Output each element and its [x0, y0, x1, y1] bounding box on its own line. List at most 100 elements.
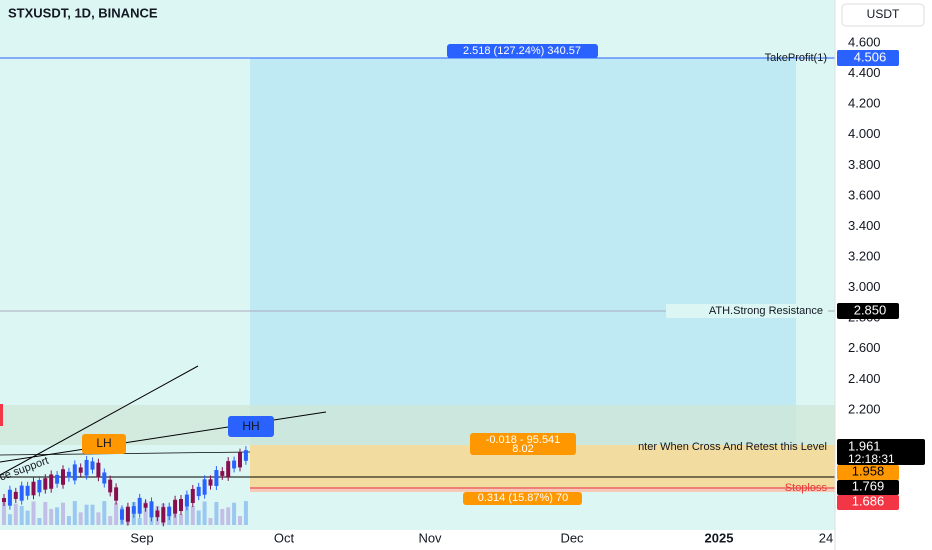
resistance-label: ATH.Strong Resistance	[709, 305, 823, 317]
lh-label: LH	[96, 436, 111, 450]
volume	[37, 518, 42, 525]
candle	[125, 506, 130, 522]
tp-price: 4.506	[854, 49, 887, 64]
stop-box-text: 0.314 (15.87%) 70	[478, 492, 569, 504]
candle	[149, 501, 154, 518]
volume	[13, 503, 18, 525]
last-price: 1.961	[848, 438, 881, 453]
candle	[120, 509, 124, 520]
price-tick: 4.000	[848, 126, 881, 141]
volume	[90, 504, 95, 525]
candle	[102, 472, 107, 484]
hh-label: HH	[242, 419, 259, 433]
entry-box	[470, 433, 576, 455]
tp-box	[447, 44, 598, 58]
time-label: Dec	[560, 530, 584, 545]
currency-label[interactable]: USDT	[867, 7, 900, 21]
volume	[19, 505, 24, 525]
trend-line	[0, 451, 251, 456]
volume	[232, 502, 237, 525]
price-tick: 3.000	[848, 279, 881, 294]
candle	[202, 479, 207, 495]
candle	[214, 470, 219, 486]
low-tag	[837, 495, 899, 510]
price-tick: 3.200	[848, 248, 881, 263]
price-tick: 3.800	[848, 157, 881, 172]
stop-tag	[837, 480, 899, 495]
stoploss-label: Stoploss	[785, 482, 828, 494]
tp-tag	[837, 50, 899, 66]
time-label: Nov	[418, 530, 442, 545]
low-price: 1.686	[852, 493, 885, 508]
volume	[202, 501, 207, 525]
volume	[66, 516, 71, 525]
candle	[84, 459, 89, 476]
candle	[66, 471, 71, 478]
candle	[173, 499, 178, 514]
entry-box-text: -0.018 - 95.541	[486, 434, 561, 446]
last-price-tag	[837, 439, 925, 465]
entry-label: nter When Cross And Retest this Level	[638, 441, 827, 453]
candle	[19, 485, 24, 501]
support-label: ce support	[0, 455, 50, 484]
entry-price: 1.958	[852, 463, 885, 478]
candle	[131, 506, 136, 514]
price-tick: 3.400	[848, 218, 881, 233]
stoploss-price: 1.769	[852, 478, 885, 493]
volume	[196, 510, 201, 525]
candle	[161, 507, 166, 523]
candle	[61, 469, 65, 485]
price-tick: 4.200	[848, 96, 881, 111]
candle	[155, 510, 160, 518]
volume	[72, 501, 77, 525]
time-label: 24	[819, 530, 833, 545]
tp-label: TakeProfit(1)	[765, 52, 827, 64]
entry-box-text: 8.02	[512, 443, 533, 455]
candle	[190, 488, 195, 504]
time-label: Oct	[274, 530, 295, 545]
resistance-price: 2.850	[854, 302, 887, 317]
label-bg	[666, 304, 828, 318]
candle	[72, 464, 77, 481]
candle	[55, 474, 60, 484]
candle	[232, 460, 237, 469]
hh-marker	[228, 416, 274, 437]
time-label: Sep	[130, 530, 153, 545]
candle	[90, 461, 95, 470]
candle	[78, 467, 83, 473]
volume	[208, 518, 213, 525]
lh-marker	[82, 434, 126, 454]
candle	[108, 479, 113, 493]
time-label: 2025	[705, 530, 734, 545]
candle	[37, 480, 42, 493]
candle	[114, 487, 119, 501]
volume	[114, 502, 119, 525]
volume	[2, 501, 6, 525]
marker	[0, 404, 3, 426]
candle	[96, 462, 101, 478]
candle	[7, 489, 12, 506]
countdown: 12:18:31	[848, 452, 895, 466]
stop-zone	[250, 487, 835, 492]
price-tick: 3.600	[848, 187, 881, 202]
resistance-tag	[837, 303, 899, 319]
volume	[179, 514, 183, 525]
volume	[143, 501, 148, 525]
currency-button[interactable]	[841, 3, 925, 27]
volume	[220, 508, 225, 525]
volume	[184, 503, 189, 525]
volume	[190, 505, 195, 525]
volume	[214, 501, 219, 525]
candle	[13, 491, 18, 499]
candle	[226, 461, 231, 477]
volume	[55, 507, 60, 525]
candle	[49, 474, 54, 489]
volume	[96, 512, 101, 525]
time-axis	[0, 530, 932, 550]
candle	[137, 497, 142, 514]
volume	[108, 516, 113, 525]
price-tick: 2.600	[848, 340, 881, 355]
volume	[7, 514, 12, 525]
volume	[49, 508, 54, 525]
